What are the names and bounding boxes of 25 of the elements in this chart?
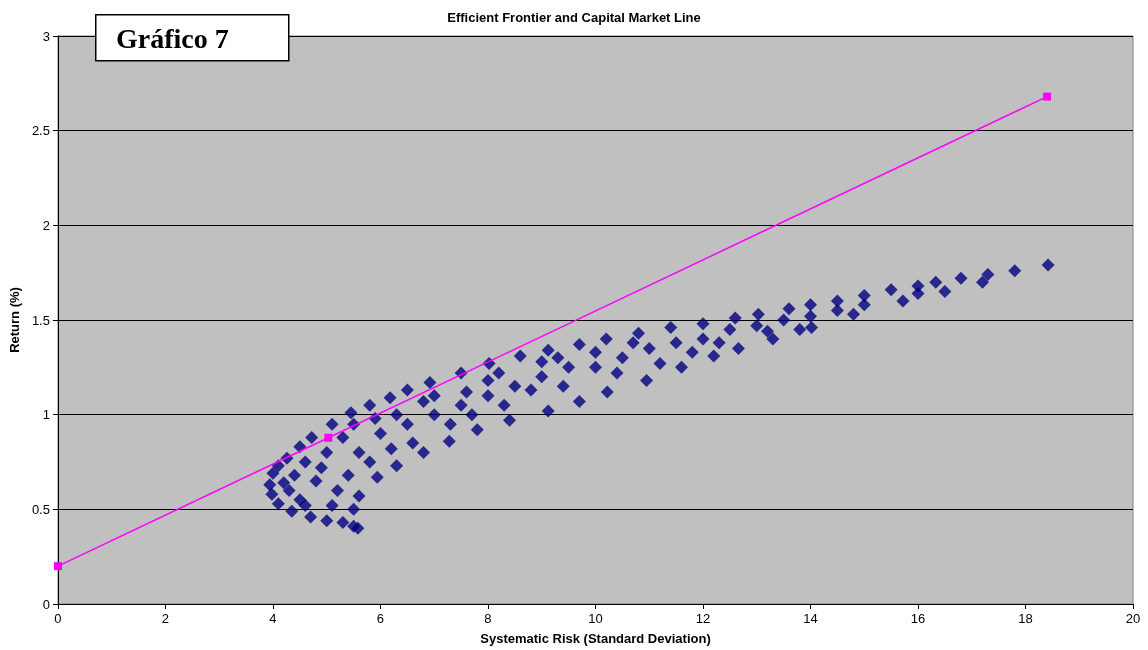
y-tick-label: 0 [42, 596, 50, 612]
x-axis-title: Systematic Risk (Standard Deviation) [480, 631, 711, 646]
chart-title: Efficient Frontier and Capital Market Line [447, 10, 701, 25]
y-tick-label: 2 [42, 217, 50, 233]
y-tick-label: 0.5 [31, 501, 50, 517]
x-tick-label: 16 [910, 611, 926, 626]
x-tick-label: 12 [695, 611, 711, 626]
point [1043, 92, 1051, 101]
y-axis-title: Return (%) [7, 287, 22, 353]
y-tick-label: 3 [42, 28, 50, 44]
annotation: Gráfico 7 [116, 22, 229, 54]
x-tick-label: 8 [484, 611, 492, 626]
x-tick-label: 10 [588, 611, 603, 626]
x-tick-label: 6 [376, 611, 385, 626]
point [53, 562, 62, 571]
y-tick-label: 1 [42, 407, 50, 423]
x-tick-label: 4 [269, 611, 277, 626]
point [324, 433, 333, 442]
x-tick-label: 20 [1125, 611, 1141, 626]
x-tick-label: 2 [161, 611, 170, 626]
y-tick-label: 2.5 [31, 123, 50, 139]
y-tick-label: 1.5 [31, 312, 50, 328]
x-tick-label: 0 [54, 611, 62, 626]
x-tick-label: 14 [803, 611, 818, 626]
x-tick-label: 18 [1018, 611, 1033, 626]
